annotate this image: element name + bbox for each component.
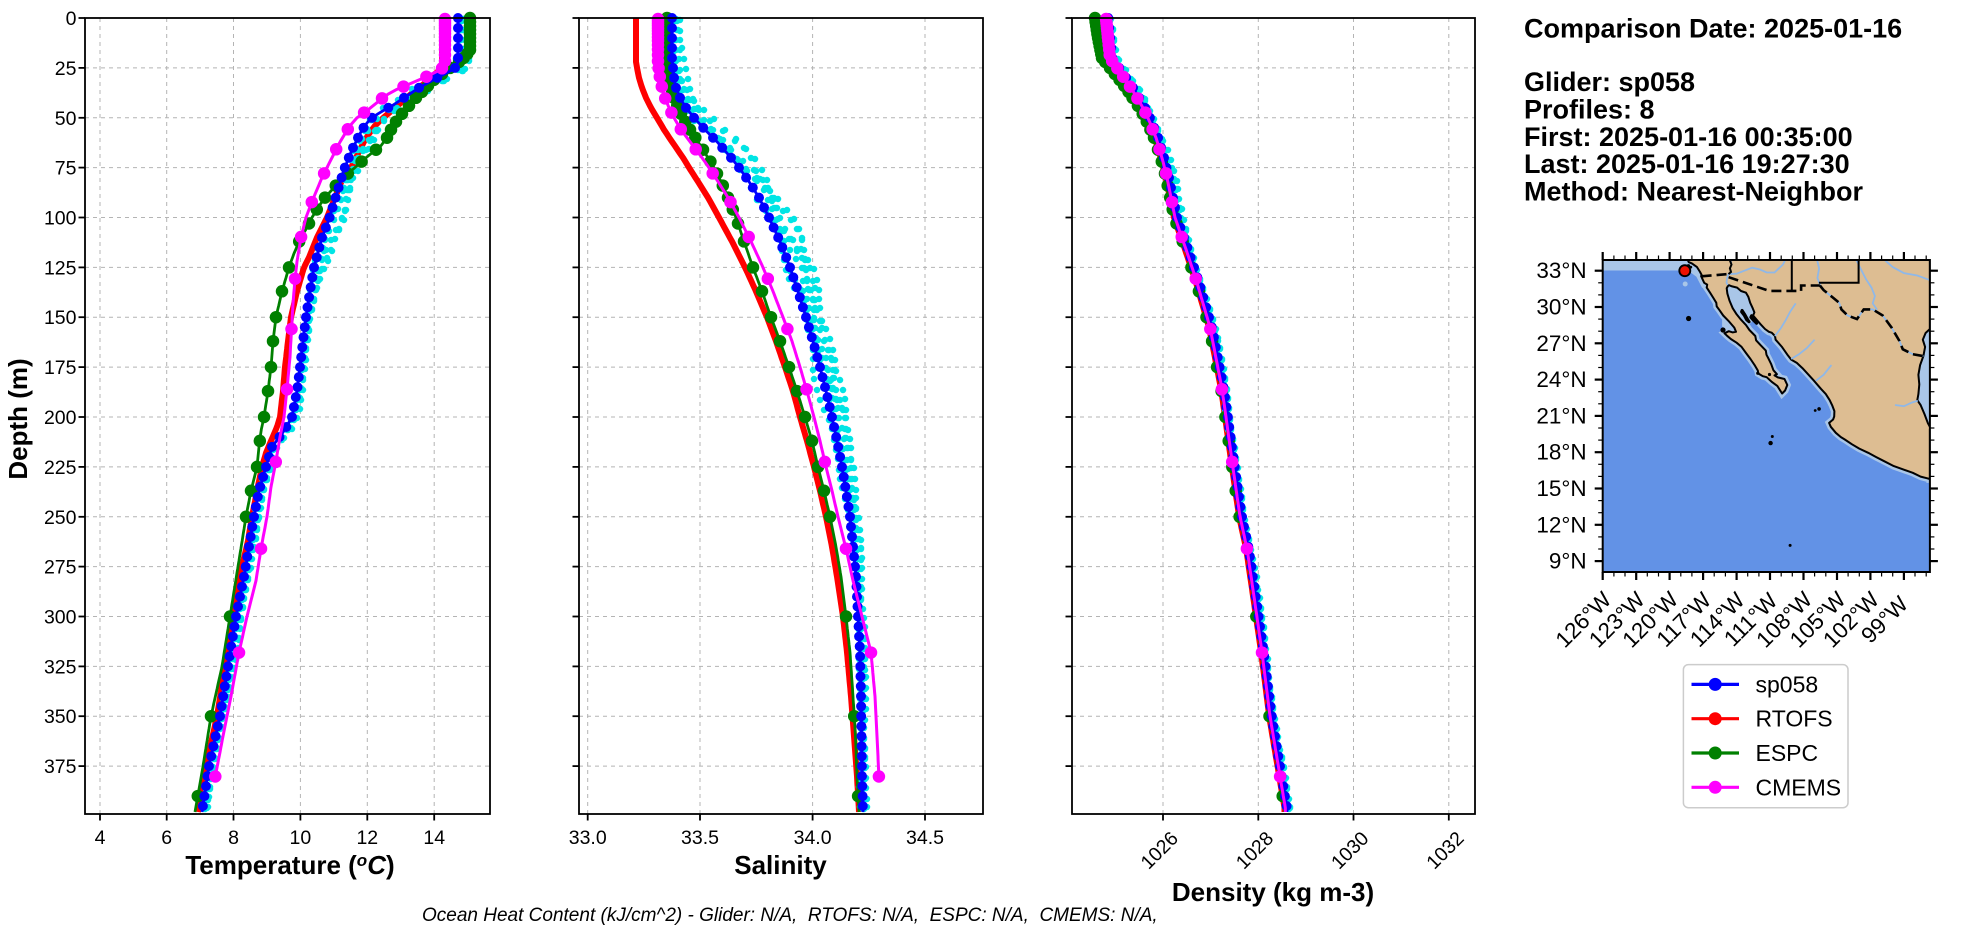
svg-text:14: 14 bbox=[423, 827, 445, 849]
svg-text:ESPC: ESPC bbox=[1756, 740, 1819, 766]
svg-text:225: 225 bbox=[44, 457, 77, 479]
svg-text:275: 275 bbox=[44, 557, 77, 579]
svg-text:150: 150 bbox=[44, 307, 77, 329]
svg-text:75: 75 bbox=[55, 158, 77, 180]
svg-text:325: 325 bbox=[44, 656, 77, 678]
svg-text:125: 125 bbox=[44, 257, 77, 279]
svg-text:6: 6 bbox=[161, 827, 172, 849]
svg-text:9°N: 9°N bbox=[1549, 549, 1587, 574]
svg-text:Glider: sp058: Glider: sp058 bbox=[1524, 67, 1695, 97]
svg-text:CMEMS: CMEMS bbox=[1756, 774, 1842, 800]
svg-text:33.0: 33.0 bbox=[569, 827, 607, 849]
svg-text:24°N: 24°N bbox=[1536, 367, 1586, 392]
svg-text:34.5: 34.5 bbox=[906, 827, 944, 849]
svg-text:33.5: 33.5 bbox=[681, 827, 719, 849]
svg-text:Salinity: Salinity bbox=[734, 850, 827, 880]
svg-text:12: 12 bbox=[356, 827, 378, 849]
svg-text:50: 50 bbox=[55, 108, 77, 130]
svg-text:25: 25 bbox=[55, 58, 77, 80]
svg-text:350: 350 bbox=[44, 706, 77, 728]
svg-text:21°N: 21°N bbox=[1536, 403, 1586, 428]
svg-text:Profiles: 8: Profiles: 8 bbox=[1524, 94, 1655, 124]
svg-text:Density (kg m-3): Density (kg m-3) bbox=[1172, 877, 1374, 907]
svg-text:12°N: 12°N bbox=[1536, 512, 1586, 537]
svg-text:15°N: 15°N bbox=[1536, 476, 1586, 501]
svg-text:First: 2025-01-16 00:35:00: First: 2025-01-16 00:35:00 bbox=[1524, 122, 1853, 152]
svg-text:sp058: sp058 bbox=[1756, 671, 1819, 697]
svg-text:4: 4 bbox=[95, 827, 106, 849]
svg-text:Depth (m): Depth (m) bbox=[3, 358, 33, 479]
svg-text:200: 200 bbox=[44, 407, 77, 429]
svg-text:Comparison Date: 2025-01-16: Comparison Date: 2025-01-16 bbox=[1524, 14, 1902, 44]
svg-text:Method: Nearest-Neighbor: Method: Nearest-Neighbor bbox=[1524, 177, 1864, 207]
svg-text:27°N: 27°N bbox=[1536, 331, 1586, 356]
svg-text:0: 0 bbox=[66, 8, 77, 30]
svg-text:RTOFS: RTOFS bbox=[1756, 706, 1833, 732]
svg-text:175: 175 bbox=[44, 357, 77, 379]
svg-text:100: 100 bbox=[44, 208, 77, 230]
svg-text:30°N: 30°N bbox=[1536, 295, 1586, 320]
svg-text:8: 8 bbox=[228, 827, 239, 849]
svg-text:Ocean Heat Content (kJ/cm^2) -: Ocean Heat Content (kJ/cm^2) - Glider: N… bbox=[422, 905, 1158, 926]
svg-text:34.0: 34.0 bbox=[794, 827, 832, 849]
svg-text:33°N: 33°N bbox=[1536, 258, 1586, 283]
svg-text:Last: 2025-01-16 19:27:30: Last: 2025-01-16 19:27:30 bbox=[1524, 149, 1850, 179]
svg-text:375: 375 bbox=[44, 756, 77, 778]
svg-text:10: 10 bbox=[290, 827, 312, 849]
svg-text:250: 250 bbox=[44, 507, 77, 529]
svg-text:300: 300 bbox=[44, 607, 77, 629]
svg-text:18°N: 18°N bbox=[1536, 440, 1586, 465]
